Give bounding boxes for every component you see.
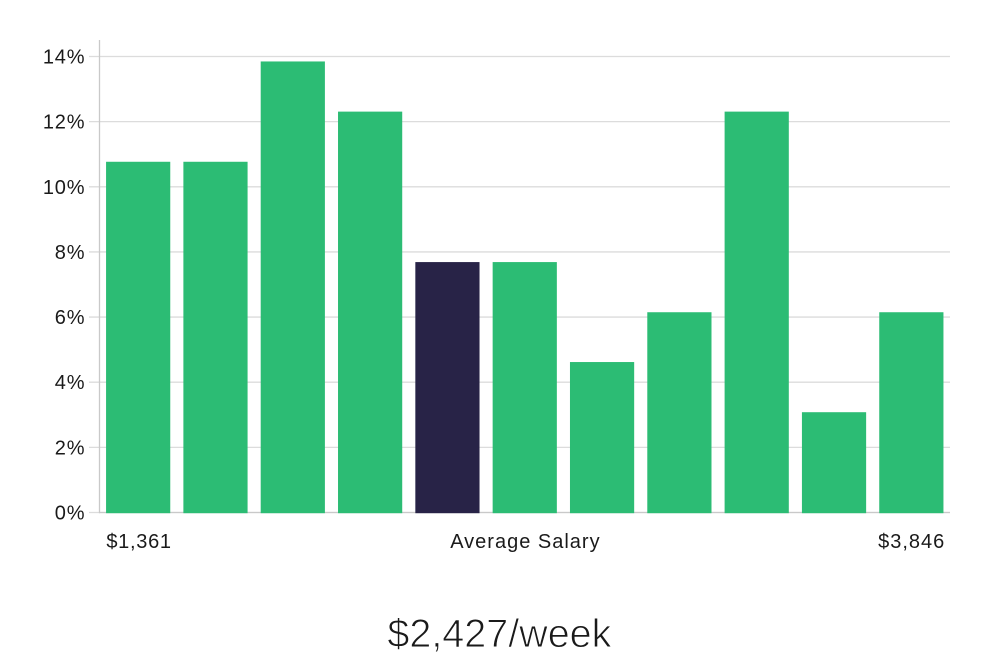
svg-text:6%: 6% bbox=[55, 307, 86, 329]
svg-text:4%: 4% bbox=[55, 372, 86, 394]
svg-text:Average Salary: Average Salary bbox=[450, 531, 600, 553]
svg-text:$1,361: $1,361 bbox=[106, 531, 171, 553]
svg-text:12%: 12% bbox=[43, 112, 85, 134]
svg-text:2%: 2% bbox=[55, 437, 86, 459]
svg-text:$3,846: $3,846 bbox=[878, 531, 945, 553]
svg-text:$2,427/week: $2,427/week bbox=[387, 612, 611, 656]
svg-text:14%: 14% bbox=[43, 47, 85, 69]
svg-text:8%: 8% bbox=[55, 242, 86, 264]
svg-text:0%: 0% bbox=[55, 503, 86, 525]
svg-text:10%: 10% bbox=[43, 177, 85, 199]
